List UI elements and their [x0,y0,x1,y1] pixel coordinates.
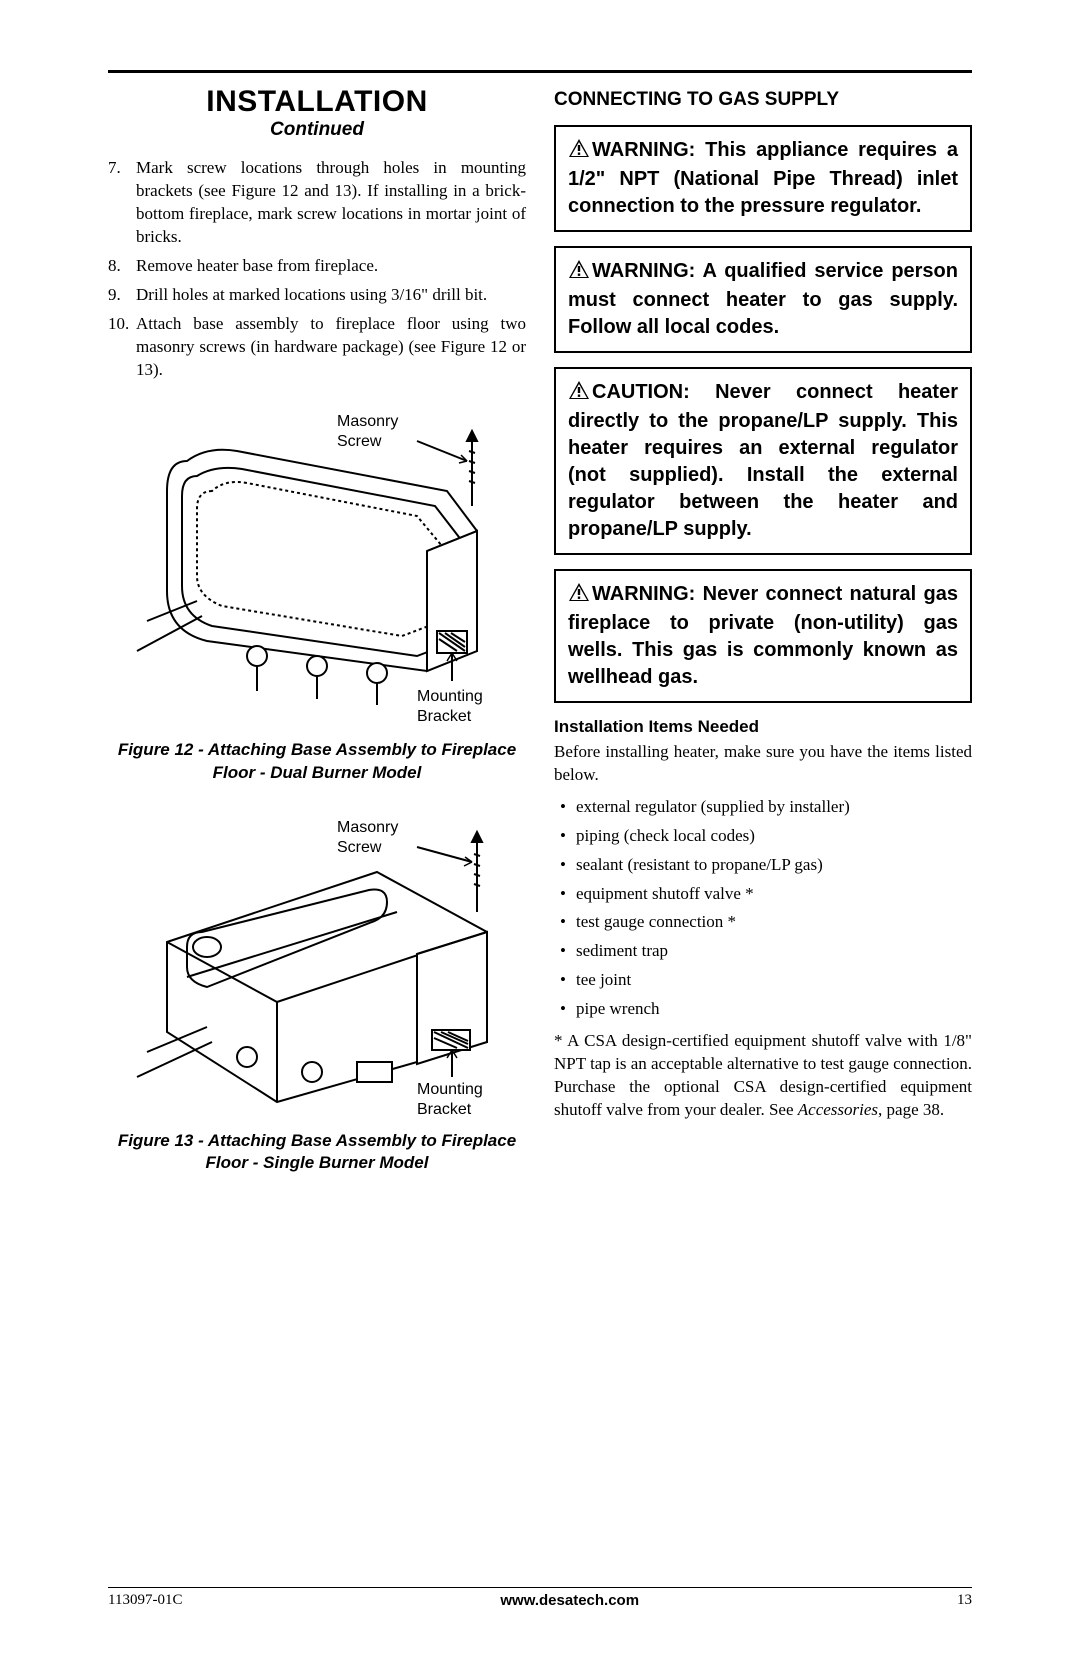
items-footnote: * A CSA design-certified equipment shuto… [554,1030,972,1122]
step-number: 7. [108,157,136,249]
step: 7.Mark screw locations through holes in … [108,157,526,249]
step-number: 8. [108,255,136,278]
figure-13: Masonry Screw Mounting Bracket Figure 13… [108,802,526,1174]
figure-12-caption: Figure 12 - Attaching Base Assembly to F… [108,739,526,783]
warning-text: WARNING: A qualified service person must… [568,260,958,338]
items-needed-list: external regulator (supplied by installe… [554,793,972,1024]
list-item: equipment shutoff valve * [554,880,972,909]
warning-icon [568,259,590,287]
figure-12-diagram: Masonry Screw Mounting Bracket [117,391,517,731]
step: 10.Attach base assembly to fireplace flo… [108,313,526,382]
step-number: 10. [108,313,136,382]
list-item: sediment trap [554,937,972,966]
page-subtitle: Continued [108,119,526,141]
list-item: tee joint [554,966,972,995]
caution-text: CAUTION: Never connect heater directly t… [568,381,958,540]
list-item: test gauge connection * [554,908,972,937]
step: 9.Drill holes at marked locations using … [108,284,526,307]
step-number: 9. [108,284,136,307]
items-needed-head: Installation Items Needed [554,717,972,737]
page-title: INSTALLATION [108,85,526,119]
figure-13-caption: Figure 13 - Attaching Base Assembly to F… [108,1130,526,1174]
warning-box-1: WARNING: This appliance requires a 1/2" … [554,125,972,232]
warning-icon [568,380,590,408]
list-item: piping (check local codes) [554,822,972,851]
fig12-bracket-label2: Bracket [417,708,472,725]
step-text: Remove heater base from fireplace. [136,255,526,278]
right-column: CONNECTING TO GAS SUPPLY WARNING: This a… [554,85,972,1174]
warning-text: WARNING: This appliance requires a 1/2" … [568,139,958,217]
left-column: INSTALLATION Continued 7.Mark screw loca… [108,85,526,1174]
fig13-screw-label: Masonry [337,819,398,836]
footnote-em: Accessories [798,1100,878,1119]
items-intro: Before installing heater, make sure you … [554,741,972,787]
fig12-bracket-label: Mounting [417,688,483,705]
step-text: Attach base assembly to fireplace floor … [136,313,526,382]
step-text: Mark screw locations through holes in mo… [136,157,526,249]
gas-supply-heading: CONNECTING TO GAS SUPPLY [554,89,972,111]
list-item: external regulator (supplied by installe… [554,793,972,822]
figure-12: Masonry Screw Mounting Bracket Figure 12… [108,391,526,783]
fig13-bracket-label: Mounting [417,1081,483,1098]
fig13-bracket-label2: Bracket [417,1101,472,1118]
warning-box-2: WARNING: A qualified service person must… [554,246,972,353]
caution-box: CAUTION: Never connect heater directly t… [554,367,972,555]
footer-url: www.desatech.com [500,1592,639,1609]
footer-docnum: 113097-01C [108,1592,182,1609]
step: 8.Remove heater base from fireplace. [108,255,526,278]
list-item: pipe wrench [554,995,972,1024]
fig13-screw-label2: Screw [337,839,382,856]
warning-icon [568,138,590,166]
warning-icon [568,582,590,610]
footer-pagenum: 13 [957,1592,972,1609]
figure-13-diagram: Masonry Screw Mounting Bracket [117,802,517,1122]
step-text: Drill holes at marked locations using 3/… [136,284,526,307]
fig12-screw-label: Masonry [337,413,398,430]
warning-box-3: WARNING: Never connect natural gas firep… [554,569,972,703]
footnote-b: , page 38. [878,1100,944,1119]
page-footer: 113097-01C www.desatech.com 13 [108,1587,972,1609]
list-item: sealant (resistant to propane/LP gas) [554,851,972,880]
installation-steps: 7.Mark screw locations through holes in … [108,157,526,381]
warning-text: WARNING: Never connect natural gas firep… [568,583,958,688]
fig12-screw-label2: Screw [337,433,382,450]
